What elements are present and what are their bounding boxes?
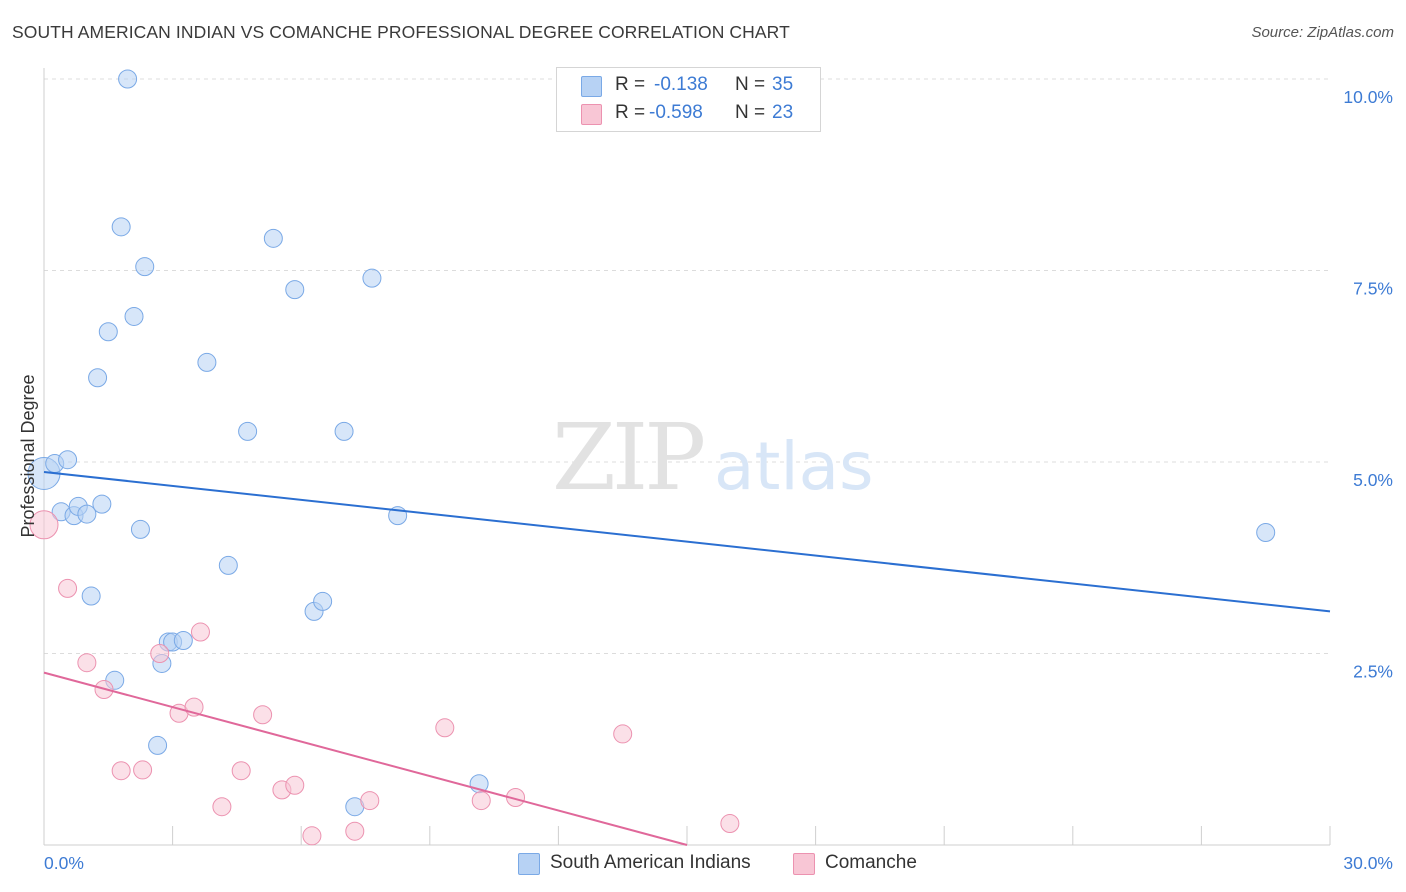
source-label: Source: ZipAtlas.com: [1251, 24, 1394, 41]
blue-data-point: [130, 519, 150, 539]
legend-n-label: N =: [735, 102, 766, 123]
pink-data-point: [471, 791, 491, 811]
x-tick-label-max: 30.0%: [1343, 853, 1393, 873]
pink-data-point: [285, 775, 305, 795]
blue-data-point: [1256, 522, 1276, 542]
legend-r-label: R =: [615, 74, 646, 95]
blue-data-point: [124, 306, 144, 326]
legend-n-label: N =: [735, 74, 766, 95]
pink-data-point: [111, 761, 131, 781]
blue-data-point: [148, 735, 168, 755]
legend-n-value: 35: [772, 74, 794, 95]
blue-data-point: [118, 69, 138, 89]
blue-data-point: [88, 368, 108, 388]
legend-r-value: -0.598: [649, 102, 703, 123]
series-label: South American Indians: [550, 852, 751, 873]
pink-trend-line: [43, 671, 688, 846]
legend-swatch-blue: [581, 76, 602, 97]
pink-data-point: [231, 761, 251, 781]
blue-data-point: [362, 268, 382, 288]
watermark-zip: ZIP: [552, 404, 703, 511]
pink-data-point: [133, 760, 153, 780]
series-label: Comanche: [825, 852, 917, 873]
pink-data-point: [29, 510, 59, 540]
watermark: ZIP atlas: [552, 404, 874, 511]
blue-data-point: [285, 280, 305, 300]
series-swatch-blue: [518, 853, 540, 875]
pink-data-point: [720, 814, 740, 834]
pink-data-point: [77, 653, 97, 673]
y-tick-label: 10.0%: [1343, 87, 1393, 107]
x-tick-label-min: 0.0%: [44, 853, 84, 873]
watermark-atlas: atlas: [714, 428, 874, 505]
legend-n-value: 23: [772, 102, 794, 123]
chart-title: SOUTH AMERICAN INDIAN VS COMANCHE PROFES…: [12, 22, 790, 42]
legend-r-value: -0.138: [654, 74, 708, 95]
pink-data-point: [212, 797, 232, 817]
pink-data-point: [345, 821, 365, 841]
blue-data-point: [135, 257, 155, 277]
blue-data-point: [81, 586, 101, 606]
blue-data-point: [238, 421, 258, 441]
y-axis-label: Professional Degree: [18, 374, 38, 537]
legend-swatch-pink: [581, 104, 602, 125]
blue-data-point: [313, 591, 333, 611]
pink-data-point: [150, 644, 170, 663]
blue-data-point: [77, 504, 97, 524]
blue-data-point: [92, 494, 112, 514]
y-tick-label: 5.0%: [1353, 470, 1393, 490]
y-tick-label: 2.5%: [1353, 662, 1393, 682]
blue-data-point: [197, 352, 217, 372]
blue-data-point: [58, 450, 78, 470]
blue-data-point: [218, 555, 238, 575]
blue-data-point: [334, 421, 354, 441]
pink-data-point: [302, 826, 322, 846]
blue-data-point: [111, 217, 131, 237]
pink-data-point: [58, 578, 78, 598]
pink-data-point: [360, 791, 380, 811]
pink-data-point: [253, 705, 273, 725]
y-tick-label: 7.5%: [1353, 279, 1393, 299]
pink-data-point: [435, 718, 455, 738]
blue-data-point: [263, 228, 283, 248]
series-swatch-pink: [793, 853, 815, 875]
trend-layer: [43, 470, 1331, 846]
blue-trend-line: [43, 470, 1331, 613]
stats-legend: R = -0.138 N = 35 R = -0.598 N = 23: [556, 67, 821, 132]
pink-data-point: [613, 724, 633, 744]
blue-data-point: [173, 630, 193, 650]
legend-r-label: R =: [615, 102, 646, 123]
blue-data-point: [98, 322, 118, 342]
pink-data-point: [190, 622, 210, 642]
